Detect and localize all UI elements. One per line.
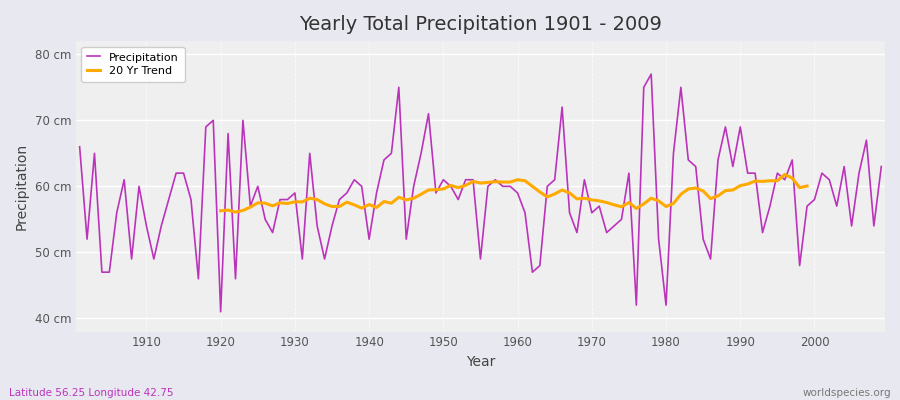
20 Yr Trend <box>601 200 612 205</box>
Precipitation <box>349 177 360 182</box>
Y-axis label: Precipitation: Precipitation <box>15 143 29 230</box>
20 Yr Trend <box>230 210 241 214</box>
Precipitation <box>304 151 315 156</box>
Precipitation <box>519 210 530 215</box>
Line: Precipitation: Precipitation <box>79 74 881 312</box>
20 Yr Trend <box>482 180 493 185</box>
20 Yr Trend <box>802 184 813 188</box>
Precipitation <box>876 164 886 169</box>
20 Yr Trend <box>572 196 582 201</box>
Precipitation <box>608 224 619 228</box>
Precipitation <box>215 309 226 314</box>
Legend: Precipitation, 20 Yr Trend: Precipitation, 20 Yr Trend <box>82 47 184 82</box>
20 Yr Trend <box>579 196 590 201</box>
20 Yr Trend <box>779 172 790 177</box>
Precipitation <box>133 184 144 189</box>
Text: Latitude 56.25 Longitude 42.75: Latitude 56.25 Longitude 42.75 <box>9 388 174 398</box>
Precipitation <box>646 72 657 76</box>
Precipitation <box>74 144 85 149</box>
Title: Yearly Total Precipitation 1901 - 2009: Yearly Total Precipitation 1901 - 2009 <box>299 15 662 34</box>
20 Yr Trend <box>624 200 634 205</box>
20 Yr Trend <box>215 208 226 213</box>
Line: 20 Yr Trend: 20 Yr Trend <box>220 174 807 212</box>
Text: worldspecies.org: worldspecies.org <box>803 388 891 398</box>
20 Yr Trend <box>742 182 753 186</box>
X-axis label: Year: Year <box>466 355 495 369</box>
Precipitation <box>512 190 523 195</box>
